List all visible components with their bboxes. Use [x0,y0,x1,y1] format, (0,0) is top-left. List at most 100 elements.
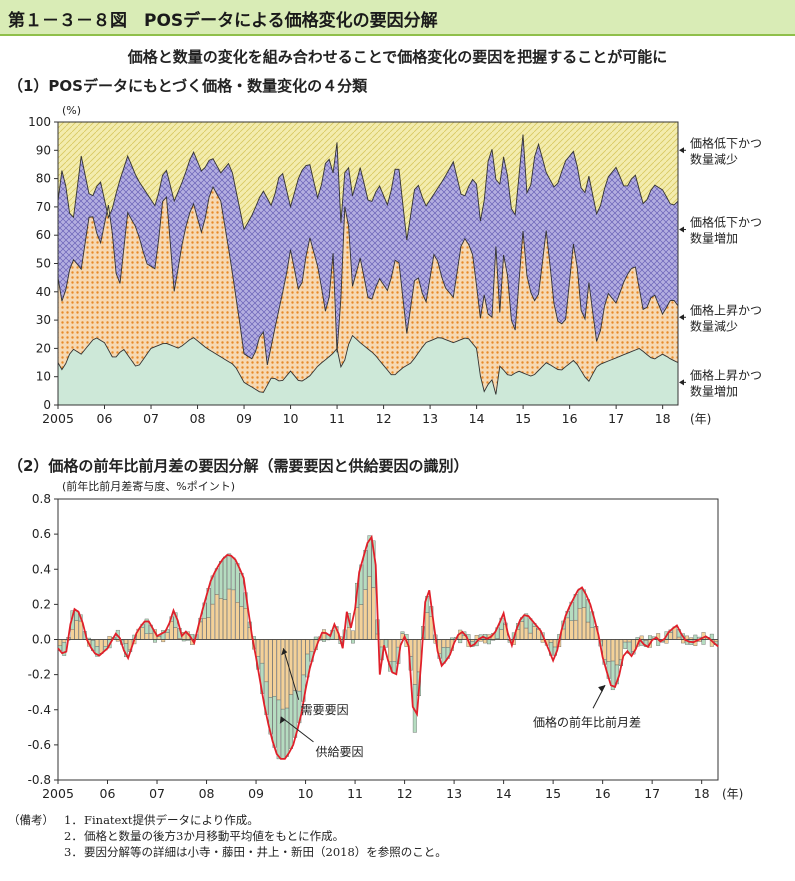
demand-bar [297,639,302,692]
supply-bar [623,641,628,649]
legend-label: 価格上昇かつ [690,302,762,317]
demand-bar [235,602,240,640]
annotation-supply: 供給要因 [315,745,363,759]
x-axis-unit: (年) [690,412,711,426]
legend-label: 数量増加 [690,383,738,398]
demand-bar [256,639,260,657]
boundary-line [57,185,679,365]
y-axis-unit: (前年比前月差寄与度、%ポイント) [62,479,235,493]
annotation-price: 価格の前年比前月差 [533,714,641,729]
demand-bar [680,639,685,644]
annotation-demand: 需要要因 [301,703,349,717]
demand-bar [78,620,83,640]
supply-bar [289,694,293,749]
demand-bar [573,619,578,640]
demand-bar [157,636,162,640]
legend-arrow [679,314,684,321]
supply-bar [276,699,281,760]
demand-bar [231,589,236,640]
x-tick-label: 14 [496,786,512,801]
supply-bar [223,556,228,600]
demand-bar [359,604,364,640]
y-tick-label: 0.6 [32,527,51,541]
demand-bar [140,627,145,640]
supply-bar [231,557,236,591]
demand-bar [474,635,479,640]
demand-bar [107,635,112,640]
area-fall-fall [58,122,678,241]
x-tick-label: 14 [469,411,485,426]
supply-bar [367,535,372,577]
y-tick-label: 100 [28,115,51,129]
y-tick-label: 80 [36,172,51,186]
demand-bar [165,632,170,640]
note-number: 3． [64,845,83,859]
y-tick-label: 0.2 [32,597,51,611]
y-tick-label: -0.6 [28,738,51,752]
demand-bar [58,639,62,646]
x-tick-label: 18 [655,411,671,426]
notes-prefix: （備考） [8,813,54,827]
y-tick-label: 50 [36,257,51,271]
legend-arrow [679,379,684,386]
x-tick-label: 06 [100,786,116,801]
demand-bar [565,617,570,640]
note-text: 要因分解等の詳細は小寺・藤田・井上・新田（2018）を参照のこと。 [84,845,447,859]
y-tick-label: 0.4 [32,562,51,576]
annotation-leader [280,716,314,743]
demand-bar [239,606,244,640]
demand-bar [202,618,207,640]
demand-bar [482,639,487,644]
supply-bar [227,553,232,590]
y-tick-label: -0.4 [28,703,51,717]
demand-bar [363,589,368,640]
x-tick-label: 17 [644,786,660,801]
y-tick-label: 70 [36,200,51,214]
demand-bar [99,639,104,654]
figure-header [0,0,795,36]
x-tick-label: 10 [283,411,299,426]
legend-label: 価格低下かつ [690,135,762,150]
supply-bar [235,563,240,603]
demand-bar [289,639,293,695]
x-tick-label: 11 [329,411,345,426]
y-tick-label: 0.8 [32,492,51,506]
demand-bar [668,632,673,640]
supply-bar [487,639,491,645]
x-tick-label: 2005 [42,411,74,426]
x-tick-label: 13 [422,411,438,426]
note-row-1: （備考） 1．Finatext提供データにより作成。 [8,812,447,828]
x-tick-label: 15 [515,411,531,426]
x-tick-label: 15 [545,786,561,801]
supply-bar [95,646,100,657]
y-tick-label: 10 [36,370,51,384]
demand-bar [577,608,582,640]
demand-bar [445,639,450,648]
y-tick-label: -0.8 [28,773,51,787]
demand-bar [425,612,430,640]
demand-bar [367,576,372,640]
notes: （備考） 1．Finatext提供データにより作成。 2．価格と数量の後方3か月移… [8,812,447,860]
demand-bar [103,639,108,647]
note-row-2: 2．価格と数量の後方3か月移動平均値をもとに作成。 [8,828,447,844]
annotation-arrow [598,685,606,693]
x-tick-label: 18 [694,786,710,801]
supply-bar [153,639,157,643]
demand-bar [532,626,537,640]
demand-bar [210,603,215,640]
boundary-line [57,134,679,241]
supply-bar [458,639,463,644]
demand-bar [268,639,273,698]
demand-bar [412,639,417,685]
supply-bar [284,707,289,757]
demand-bar [227,588,232,640]
demand-bar [206,617,211,640]
demand-bar [590,627,595,640]
demand-bar [144,633,149,640]
legend-label: 価格低下かつ [690,215,762,230]
figure-title: 第１－３－８図 POSデータによる価格変化の要因分解 [8,11,438,31]
demand-bar [70,629,75,640]
demand-bar [74,620,79,640]
demand-bar [685,635,689,640]
